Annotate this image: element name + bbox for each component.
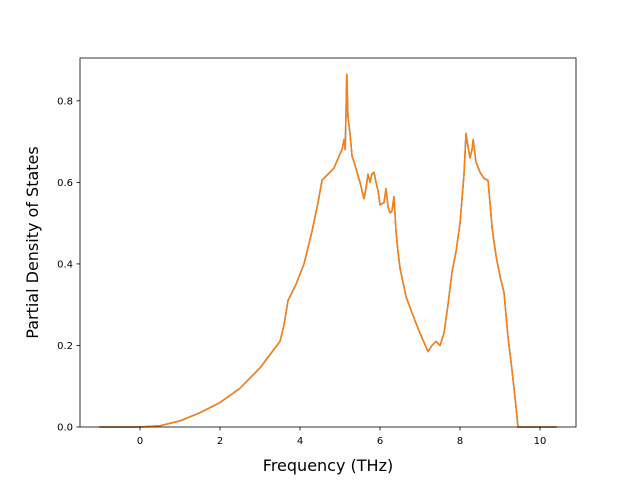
y-axis: 0.0 0.2 0.4 0.6 0.8 xyxy=(57,96,80,434)
plot-frame xyxy=(79,57,577,428)
series-line-1 xyxy=(99,73,557,428)
x-tick-label: 2 xyxy=(217,436,223,447)
y-tick-label: 0.0 xyxy=(57,423,73,434)
x-tick-label: 4 xyxy=(297,436,303,447)
x-tick-label: 8 xyxy=(457,436,463,447)
y-tick-label: 0.4 xyxy=(57,260,73,271)
y-tick-label: 0.6 xyxy=(57,178,73,189)
series-layer xyxy=(99,73,557,428)
x-tick-label: 0 xyxy=(137,436,143,447)
x-tick-label: 10 xyxy=(534,436,547,447)
y-tick-label: 0.2 xyxy=(57,341,73,352)
y-axis-label: Partial Density of States xyxy=(23,146,42,338)
x-axis: 0 2 4 6 8 10 xyxy=(137,427,547,447)
y-tick-label: 0.8 xyxy=(57,96,73,107)
x-axis-label: Frequency (THz) xyxy=(263,456,393,475)
plot-area xyxy=(80,58,576,427)
x-tick-label: 6 xyxy=(377,436,383,447)
